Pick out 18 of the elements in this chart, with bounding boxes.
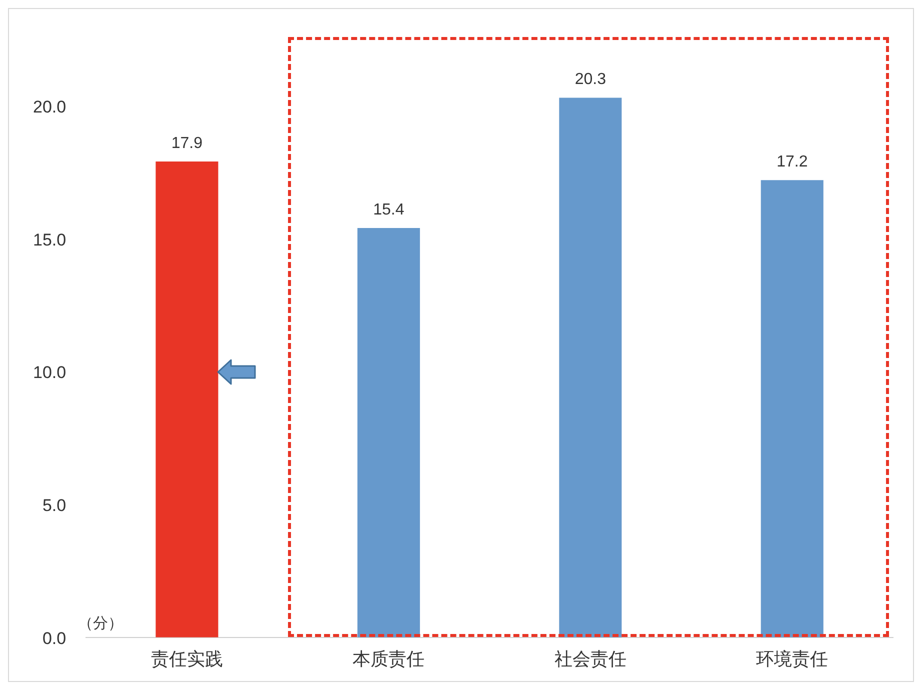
bar: [760, 180, 824, 638]
bar: [156, 162, 218, 638]
x-tick-label: 环境责任: [756, 649, 828, 670]
x-tick-label: 社会责任: [554, 649, 626, 670]
bar: [357, 228, 420, 638]
data-label: 20.3: [574, 71, 606, 88]
data-label: 15.4: [373, 201, 404, 218]
y-tick-label: 15.0: [32, 230, 66, 250]
x-tick-label: 责任实践: [150, 649, 223, 670]
bar: [559, 98, 622, 638]
data-label: 17.9: [171, 134, 203, 152]
data-label: 17.2: [776, 154, 808, 171]
y-tick-label: 20.0: [32, 97, 66, 116]
y-tick-label: 5.0: [42, 496, 66, 516]
y-tick-label: 0.0: [42, 629, 66, 648]
y-axis-title: （分）: [78, 615, 124, 632]
y-tick-label: 10.0: [32, 363, 66, 382]
x-tick-label: 本质责任: [352, 649, 425, 670]
